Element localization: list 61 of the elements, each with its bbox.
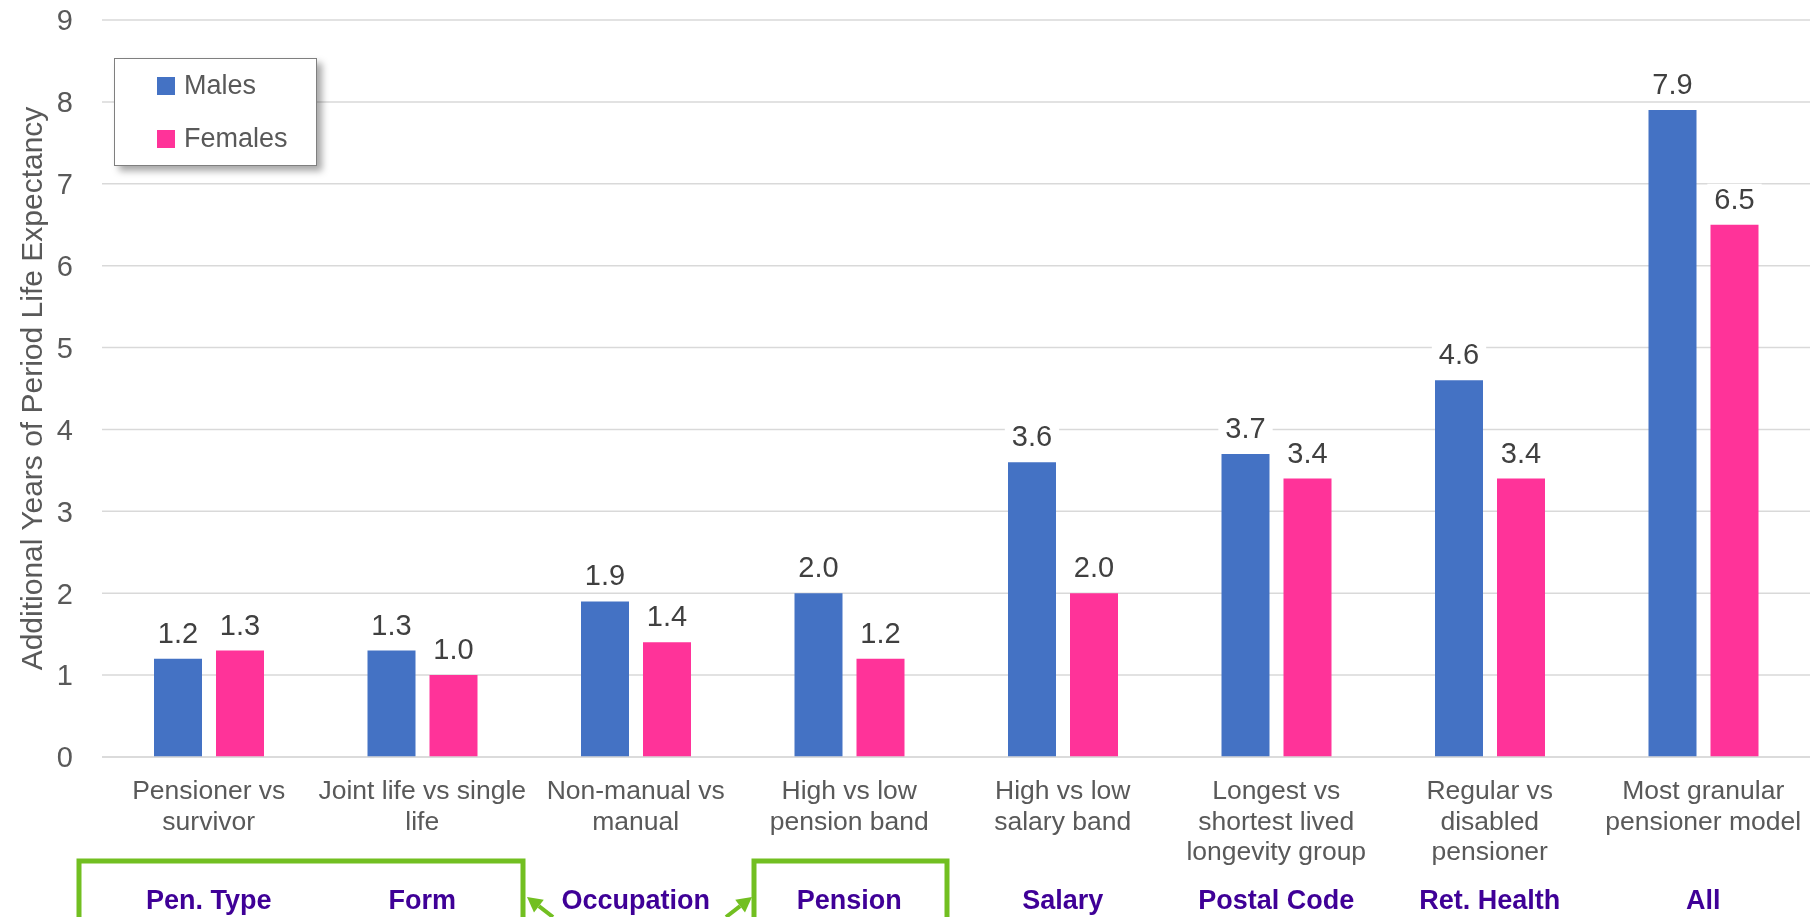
y-tick-label: 7 [56,168,73,201]
data-label: 1.9 [584,559,626,592]
bar [1008,462,1056,757]
text: Salary [1022,885,1104,915]
data-label: 3.7 [1225,412,1266,445]
x-tick-label: Non-manual vs manual [546,775,725,836]
y-tick-label: 0 [56,741,73,774]
text: Pen. Type [145,885,272,915]
data-label: 3.6 [1011,420,1053,453]
y-tick-label: 1 [56,659,73,692]
bar [154,658,202,757]
data-label: 1.3 [371,608,412,641]
data-label: 2.0 [1073,551,1115,584]
y-tick-label: 3 [56,495,73,528]
bar [581,601,629,757]
x-tick-label: Joint life vs single life [318,775,527,836]
data-label: 6.5 [1714,182,1755,215]
data-label: 3.4 [1500,436,1542,469]
bar [429,675,478,757]
bar [1070,593,1118,757]
x-tick-label: Pensioner vs survivor [132,775,286,836]
legend-label: Females [184,123,288,154]
data-label: 3.4 [1287,436,1328,469]
x-tick-label: Regular vs disabled pensioner [1426,775,1554,866]
data-label: 7.9 [1652,68,1693,101]
data-label: 1.4 [646,600,688,633]
bar [1221,454,1270,757]
data-label: 4.6 [1438,338,1480,371]
bar [856,658,905,757]
y-tick-label: 4 [56,413,73,446]
data-label: 1.0 [433,633,474,666]
data-label: 1.2 [860,616,901,649]
y-tick-label: 2 [56,577,73,610]
y-tick-label: 8 [56,86,73,119]
bar [1710,224,1759,757]
text: All [1685,885,1721,915]
data-label: 1.2 [157,616,199,649]
text: Pension [796,885,902,915]
text: Occupation [561,885,711,915]
text: Postal Code [1198,885,1355,915]
bar [1435,380,1483,757]
x-tick-label: Most granular pensioner model [1605,775,1802,836]
bar [794,593,843,757]
bar [1648,110,1697,757]
x-tick-label: Longest vs shortest lived longevity group [1186,775,1367,866]
y-axis-title: Additional Years of Period Life Expectancy [14,106,48,671]
data-label: 1.3 [219,608,261,641]
text: Form [388,885,456,915]
y-tick-label: 5 [56,331,73,364]
bar [643,642,691,757]
data-label: 2.0 [798,551,839,584]
bar [367,650,416,757]
bar [1497,478,1545,757]
y-tick-label: 9 [56,4,73,37]
y-tick-label: 6 [56,249,73,282]
legend-label: Males [184,70,257,101]
bar [1283,478,1332,757]
x-tick-label: High vs low salary band [994,775,1132,836]
x-tick-label: High vs low pension band [769,775,929,836]
bar [216,650,264,757]
text: Ret. Health [1419,885,1561,915]
